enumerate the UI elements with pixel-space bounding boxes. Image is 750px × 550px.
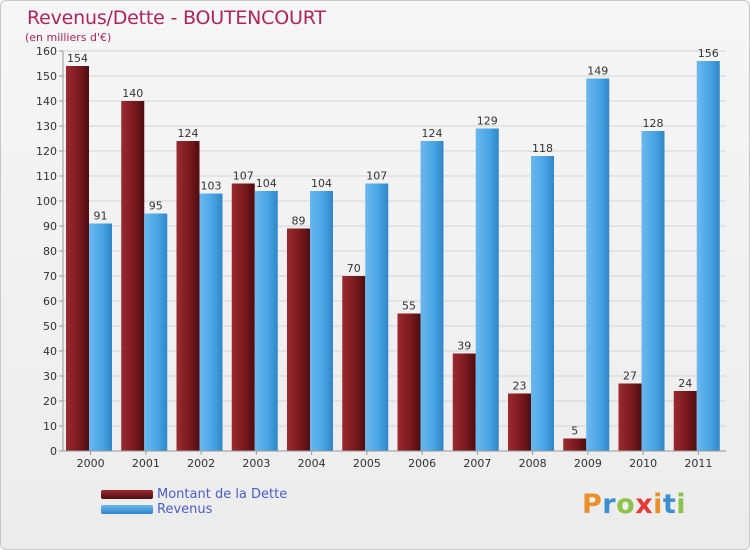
bar-revenue-2002 — [199, 193, 223, 451]
data-label-debt-2000: 154 — [67, 52, 88, 65]
data-label-revenue-2006: 124 — [422, 127, 443, 140]
data-label-debt-2005: 70 — [347, 262, 361, 275]
data-label-revenue-2007: 129 — [477, 115, 498, 128]
data-label-revenue-2002: 103 — [201, 180, 222, 193]
bar-revenue-2011 — [696, 61, 720, 451]
bar-debt-2011 — [673, 391, 697, 451]
data-labels: 1549114095124103107104891047010755124391… — [67, 47, 719, 438]
bar-debt-2003 — [231, 183, 255, 451]
legend-label-revenue: Revenus — [157, 502, 213, 517]
x-tick-label-2007: 2007 — [463, 457, 491, 470]
y-tick-label: 60 — [43, 295, 57, 308]
y-tick-label: 160 — [36, 45, 57, 58]
data-label-revenue-2001: 95 — [149, 200, 163, 213]
legend-swatch-debt — [101, 490, 153, 499]
bar-revenue-2004 — [310, 191, 333, 451]
y-tick-label: 30 — [43, 370, 57, 383]
y-tick-label: 40 — [43, 345, 57, 358]
y-tick-label: 80 — [43, 245, 57, 258]
data-label-debt-2003: 107 — [233, 170, 254, 183]
y-tick-label: 20 — [43, 395, 57, 408]
chart-subtitle: (en milliers d'€) — [25, 31, 112, 44]
data-label-debt-2001: 140 — [122, 87, 143, 100]
data-label-revenue-2008: 118 — [532, 142, 553, 155]
x-tick-label-2006: 2006 — [408, 457, 436, 470]
y-tick-label: 10 — [43, 420, 57, 433]
bar-debt-2005 — [342, 276, 366, 451]
data-label-debt-2002: 124 — [178, 127, 199, 140]
x-tick-label-2004: 2004 — [298, 457, 326, 470]
bar-debt-2008 — [508, 393, 531, 451]
bar-debt-2007 — [452, 353, 476, 451]
y-tick-label: 150 — [36, 70, 57, 83]
gridlines — [63, 50, 726, 452]
bar-revenue-2003 — [254, 191, 278, 451]
x-tick-label-2000: 2000 — [77, 457, 105, 470]
bar-revenue-2007 — [475, 128, 499, 451]
bar-debt-2009 — [563, 438, 587, 451]
y-tick-label: 70 — [43, 270, 57, 283]
y-axis-ticks: 0 10 20 30 40 50 60 70 80 90 100 110 120 130 140 150 160 — [36, 45, 63, 458]
x-tick-label-2010: 2010 — [629, 457, 657, 470]
data-label-debt-2008: 23 — [513, 380, 527, 393]
bar-debt-2010 — [618, 383, 642, 451]
y-tick-label: 130 — [36, 120, 57, 133]
bar-revenue-2005 — [365, 183, 389, 451]
data-label-revenue-2009: 149 — [587, 65, 608, 78]
data-label-revenue-2010: 128 — [643, 117, 664, 130]
x-tick-label-2002: 2002 — [187, 457, 215, 470]
data-label-revenue-2005: 107 — [366, 170, 387, 183]
x-tick-label-2003: 2003 — [242, 457, 270, 470]
data-label-debt-2011: 24 — [678, 377, 692, 390]
data-label-revenue-2004: 104 — [311, 177, 332, 190]
y-tick-label: 100 — [36, 195, 57, 208]
proxiti-logo: Proxiti — [582, 489, 687, 520]
bar-debt-2006 — [397, 313, 421, 451]
x-tick-label-2005: 2005 — [353, 457, 381, 470]
bar-debt-2000 — [66, 66, 89, 451]
bar-revenue-2000 — [89, 223, 112, 451]
y-tick-label: 140 — [36, 95, 57, 108]
x-tick-label-2011: 2011 — [684, 457, 712, 470]
x-tick-label-2001: 2001 — [132, 457, 160, 470]
bar-revenue-2006 — [420, 141, 444, 451]
data-label-debt-2010: 27 — [623, 370, 637, 383]
legend-swatch-revenue — [101, 505, 153, 514]
x-axis-ticks: 2000 2001 2002 2003 2004 2005 2006 2007 2008 2009… — [77, 451, 712, 470]
bar-revenue-2010 — [641, 131, 665, 451]
bar-revenue-2001 — [144, 213, 168, 451]
data-label-debt-2007: 39 — [457, 340, 471, 353]
bar-debt-2004 — [287, 228, 310, 451]
data-label-revenue-2011: 156 — [698, 47, 719, 60]
y-tick-label: 0 — [50, 445, 57, 458]
y-tick-label: 50 — [43, 320, 57, 333]
bar-debt-2001 — [121, 101, 145, 451]
bar-revenue-2008 — [531, 156, 554, 451]
bars — [66, 61, 720, 451]
bar-revenue-2009 — [586, 78, 610, 451]
data-label-debt-2004: 89 — [292, 215, 306, 228]
chart-title: Revenus/Dette - BOUTENCOURT — [27, 7, 326, 29]
data-label-debt-2009: 5 — [571, 425, 578, 438]
data-label-debt-2006: 55 — [402, 300, 416, 313]
data-label-revenue-2003: 104 — [256, 177, 277, 190]
x-tick-label-2008: 2008 — [519, 457, 547, 470]
y-tick-label: 120 — [36, 145, 57, 158]
bar-debt-2002 — [176, 141, 200, 451]
y-tick-label: 90 — [43, 220, 57, 233]
data-label-revenue-2000: 91 — [94, 210, 108, 223]
y-tick-label: 110 — [36, 170, 57, 183]
x-tick-label-2009: 2009 — [574, 457, 602, 470]
legend-label-debt: Montant de la Dette — [157, 487, 288, 502]
